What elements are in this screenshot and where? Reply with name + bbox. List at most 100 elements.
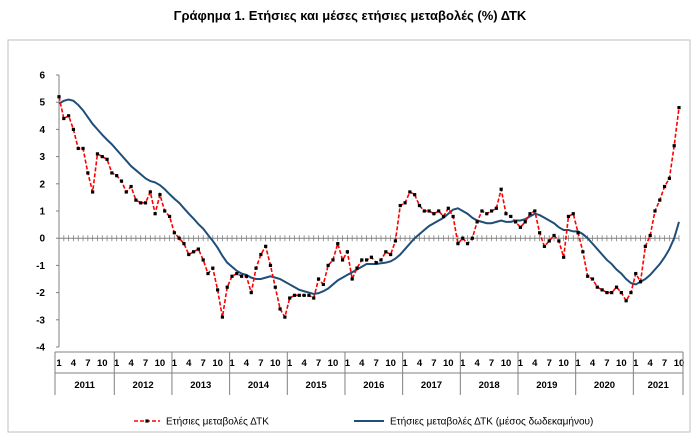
data-point-annual — [288, 296, 292, 300]
data-point-annual — [677, 106, 681, 110]
month-tick-label: 10 — [443, 358, 454, 369]
month-tick-label: 7 — [201, 358, 206, 369]
data-point-annual — [658, 198, 662, 202]
data-point-annual — [249, 291, 253, 295]
data-point-annual — [177, 236, 181, 240]
month-tick-label: 4 — [474, 358, 480, 369]
legend: Ετήσιες μεταβολές ΔΤΚ Ετήσιες μεταβολές Δ… — [134, 416, 593, 428]
y-tick-label: -1 — [36, 261, 45, 272]
month-tick-label: 4 — [71, 358, 77, 369]
data-point-annual — [67, 114, 71, 118]
month-tick-label: 1 — [114, 358, 120, 369]
data-point-annual — [470, 236, 474, 240]
month-tick-label: 10 — [558, 358, 569, 369]
data-point-annual — [672, 144, 676, 148]
data-point-annual — [485, 212, 489, 216]
data-point-annual — [139, 201, 143, 205]
month-tick-label: 7 — [85, 358, 90, 369]
data-point-annual — [91, 190, 95, 194]
data-point-annual — [552, 233, 556, 238]
month-tick-label: 1 — [229, 358, 235, 369]
year-label: 2019 — [536, 380, 557, 391]
month-tick-label: 1 — [402, 358, 408, 369]
data-point-annual — [216, 288, 220, 292]
data-point-annual — [134, 198, 138, 202]
data-point-annual — [494, 206, 498, 210]
data-point-annual — [163, 209, 167, 213]
month-tick-label: 4 — [590, 358, 596, 369]
data-point-annual — [71, 127, 76, 131]
month-tick-label: 4 — [532, 358, 538, 369]
month-tick-label: 1 — [460, 358, 466, 369]
legend-label-annual: Ετήσιες μεταβολές ΔΤΚ — [166, 416, 269, 428]
data-point-annual — [115, 174, 119, 178]
data-point-annual — [124, 190, 128, 194]
data-point-annual — [389, 252, 393, 257]
data-point-annual — [240, 274, 244, 278]
data-point-annual — [230, 274, 234, 278]
data-point-annual — [268, 263, 273, 267]
month-tick-label: 4 — [648, 358, 654, 369]
legend-label-average: Ετήσιες μεταβολές ΔΤΚ (μέσος δωδεκαμήνου… — [390, 416, 593, 428]
data-point-annual — [283, 315, 287, 319]
year-label: 2017 — [421, 380, 442, 391]
month-tick-label: 4 — [128, 358, 134, 369]
data-point-annual — [538, 231, 542, 235]
month-tick-label: 1 — [287, 358, 293, 369]
month-tick-label: 10 — [674, 358, 685, 369]
data-point-annual — [81, 146, 85, 151]
data-point-annual — [393, 239, 398, 243]
data-point-annual — [273, 285, 277, 289]
y-tick-label: 1 — [39, 207, 45, 218]
data-point-annual — [336, 242, 340, 246]
data-point-annual — [95, 152, 100, 156]
data-point-annual — [158, 193, 162, 197]
data-point-annual — [557, 239, 561, 243]
month-tick-label: 7 — [143, 358, 148, 369]
data-point-annual — [201, 258, 205, 262]
data-point-annual — [408, 190, 412, 194]
month-tick-label: 10 — [97, 358, 108, 369]
data-point-annual — [398, 203, 402, 208]
data-point-annual — [196, 247, 200, 251]
year-label: 2018 — [479, 380, 500, 391]
data-point-annual — [331, 258, 335, 262]
month-tick-label: 1 — [575, 358, 581, 369]
data-point-annual — [624, 299, 628, 303]
data-point-annual — [643, 244, 647, 248]
year-label: 2020 — [594, 380, 615, 391]
data-point-annual — [638, 280, 643, 284]
data-point-annual — [581, 250, 585, 254]
data-point-annual — [206, 271, 210, 276]
data-point-annual — [307, 293, 311, 297]
y-tick-label: -4 — [36, 343, 45, 354]
year-label: 2014 — [248, 380, 270, 391]
data-point-annual — [76, 146, 80, 151]
chart-title: Γράφημα 1. Ετήσιες και μέσες ετήσιες μετ… — [173, 8, 527, 23]
data-point-annual — [167, 214, 172, 219]
data-point-annual — [413, 193, 417, 197]
data-point-annual — [619, 291, 623, 295]
legend-marker-annual — [145, 419, 149, 423]
data-point-annual — [451, 214, 455, 219]
data-point-annual — [528, 212, 532, 216]
month-tick-label: 10 — [328, 358, 339, 369]
data-point-annual — [605, 291, 609, 295]
year-label: 2016 — [363, 380, 384, 391]
data-point-annual — [523, 220, 527, 224]
data-point-annual — [211, 266, 215, 270]
data-point-annual — [264, 244, 268, 248]
month-tick-label: 10 — [385, 358, 396, 369]
month-tick-label: 7 — [431, 358, 436, 369]
data-point-annual — [384, 250, 388, 254]
data-point-annual — [566, 214, 571, 219]
month-tick-label: 4 — [359, 358, 365, 369]
data-point-annual — [187, 252, 191, 257]
data-point-annual — [340, 258, 345, 262]
data-point-annual — [446, 206, 450, 210]
data-point-annual — [475, 220, 479, 224]
data-point-annual — [461, 236, 465, 240]
data-point-annual — [586, 274, 590, 278]
series-layer — [57, 95, 681, 320]
